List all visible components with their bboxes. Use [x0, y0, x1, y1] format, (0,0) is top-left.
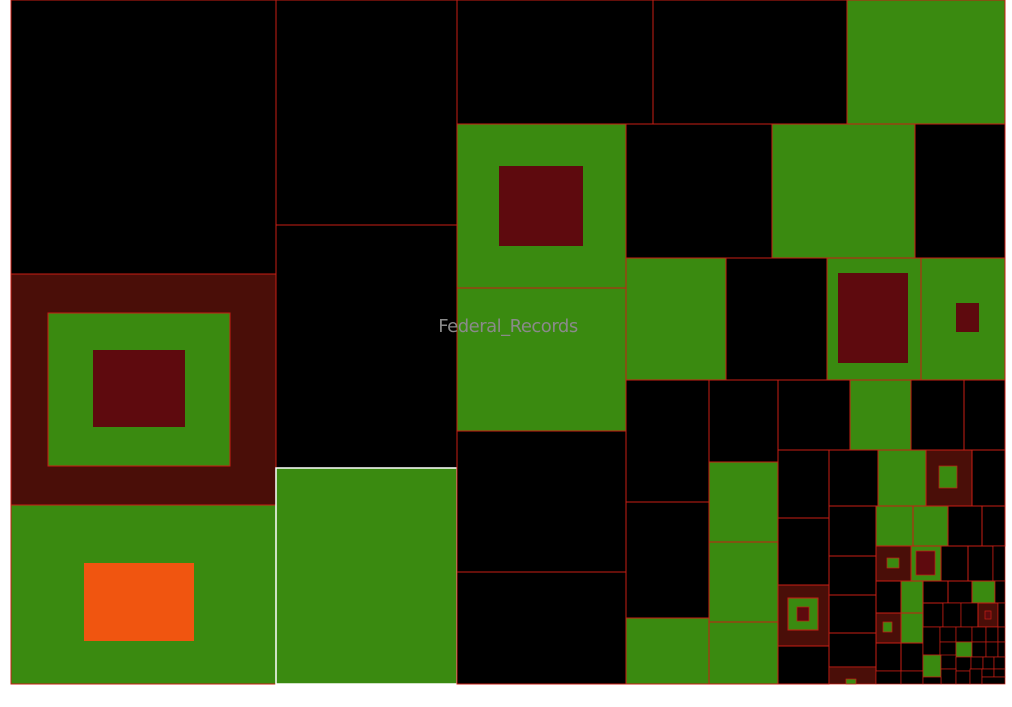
empty-tile[interactable] [981, 668, 995, 678]
green-tile[interactable] [708, 541, 779, 623]
green-tile[interactable] [708, 461, 779, 543]
empty-tile[interactable] [994, 580, 1006, 604]
empty-tile[interactable] [947, 580, 973, 604]
empty-tile[interactable] [985, 626, 999, 643]
green-tile[interactable] [886, 557, 900, 569]
green-tile[interactable] [708, 621, 779, 685]
empty-tile[interactable] [922, 602, 944, 628]
empty-tile[interactable] [777, 449, 830, 519]
empty-tile[interactable] [971, 626, 987, 643]
green-tile[interactable] [625, 257, 727, 381]
empty-tile[interactable] [875, 580, 902, 614]
dark-brown-tile[interactable] [875, 612, 902, 644]
green-tile[interactable] [456, 287, 627, 432]
maroon-tile[interactable] [93, 350, 185, 427]
green-tile[interactable] [771, 123, 916, 259]
empty-tile[interactable] [981, 676, 1006, 685]
maroon-tile[interactable] [956, 303, 979, 332]
empty-tile[interactable] [970, 656, 984, 670]
empty-tile[interactable] [997, 602, 1006, 628]
empty-tile[interactable] [981, 505, 1006, 547]
empty-tile[interactable] [828, 555, 877, 596]
empty-tile[interactable] [939, 626, 957, 643]
empty-tile[interactable] [993, 668, 1006, 678]
empty-tile[interactable] [947, 505, 983, 547]
empty-tile[interactable] [725, 257, 828, 381]
empty-tile[interactable] [922, 580, 949, 604]
green-tile[interactable] [971, 580, 996, 604]
empty-tile[interactable] [955, 626, 973, 643]
empty-tile[interactable] [625, 501, 710, 619]
empty-tile[interactable] [963, 379, 1006, 451]
empty-tile[interactable] [997, 626, 1006, 643]
empty-tile[interactable] [10, 0, 277, 275]
green-tile[interactable] [912, 505, 949, 547]
green-tile[interactable] [845, 678, 857, 685]
empty-tile[interactable] [942, 602, 962, 628]
empty-tile[interactable] [922, 676, 942, 685]
empty-tile[interactable] [828, 594, 877, 634]
empty-tile[interactable] [708, 379, 779, 463]
green-tile[interactable] [275, 467, 458, 685]
empty-tile[interactable] [914, 123, 1006, 259]
empty-tile[interactable] [971, 449, 1006, 507]
green-tile[interactable] [882, 621, 893, 633]
green-tile[interactable] [938, 465, 958, 489]
empty-tile[interactable] [875, 670, 902, 685]
empty-tile[interactable] [828, 449, 879, 507]
empty-tile[interactable] [969, 668, 983, 685]
empty-tile[interactable] [777, 517, 830, 586]
empty-tile[interactable] [456, 430, 627, 573]
empty-tile[interactable] [985, 641, 999, 658]
empty-tile[interactable] [456, 571, 627, 685]
empty-tile[interactable] [828, 505, 877, 557]
green-tile[interactable] [875, 505, 914, 547]
green-tile[interactable] [900, 580, 924, 614]
empty-tile[interactable] [993, 656, 1006, 670]
empty-tile[interactable] [900, 642, 924, 672]
empty-tile[interactable] [900, 670, 924, 685]
green-tile[interactable] [922, 654, 942, 678]
empty-tile[interactable] [971, 641, 987, 658]
empty-tile[interactable] [960, 602, 979, 628]
maroon-tile[interactable] [796, 606, 810, 622]
empty-tile[interactable] [967, 545, 994, 582]
maroon-tile[interactable] [838, 273, 908, 363]
empty-tile[interactable] [940, 668, 957, 685]
green-tile[interactable] [877, 449, 927, 507]
empty-tile[interactable] [777, 379, 851, 451]
green-tile[interactable] [846, 0, 1006, 125]
empty-tile[interactable] [652, 0, 848, 125]
empty-tile[interactable] [982, 656, 995, 670]
empty-tile[interactable] [955, 656, 972, 672]
empty-tile[interactable] [997, 641, 1006, 658]
empty-tile[interactable] [625, 123, 773, 259]
empty-tile[interactable] [955, 670, 971, 685]
empty-tile[interactable] [940, 654, 957, 670]
maroon-tile[interactable] [984, 610, 992, 620]
orange-tile[interactable] [84, 563, 194, 641]
maroon-tile[interactable] [499, 166, 583, 246]
maroon-tile[interactable] [915, 550, 936, 576]
empty-tile[interactable] [456, 0, 654, 125]
empty-tile[interactable] [828, 632, 877, 668]
empty-tile[interactable] [940, 545, 969, 582]
empty-tile[interactable] [992, 545, 1006, 582]
empty-tile[interactable] [875, 642, 902, 672]
empty-tile[interactable] [275, 0, 458, 226]
empty-tile[interactable] [910, 379, 965, 451]
empty-tile[interactable] [625, 379, 710, 503]
empty-tile[interactable] [777, 645, 830, 685]
green-tile[interactable] [955, 641, 973, 658]
empty-tile[interactable] [275, 224, 458, 469]
empty-tile[interactable] [922, 626, 941, 656]
green-tile[interactable] [900, 612, 924, 644]
green-tile[interactable] [849, 379, 912, 451]
green-tile[interactable] [625, 617, 710, 685]
